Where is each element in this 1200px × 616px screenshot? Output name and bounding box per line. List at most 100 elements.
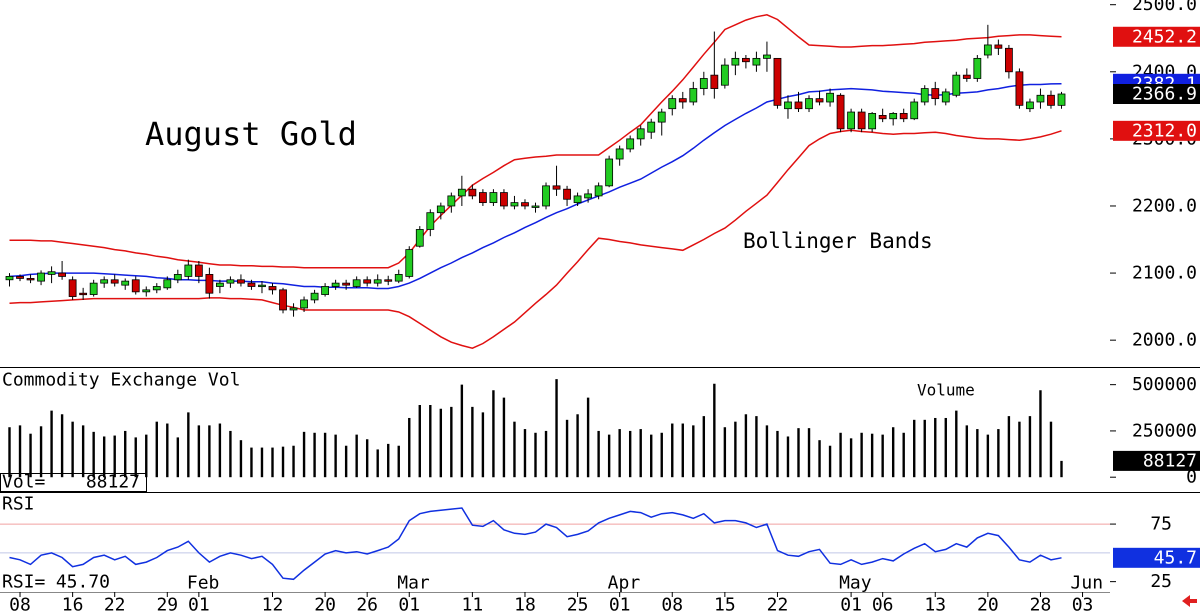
candle-body xyxy=(615,148,624,160)
x-tick-label: 16 xyxy=(62,595,84,616)
candle-body xyxy=(952,74,961,96)
candle-body xyxy=(405,249,414,277)
candle-body xyxy=(100,279,109,284)
candle-body xyxy=(58,272,66,277)
y-tick-label: 2100.0 xyxy=(1132,263,1197,284)
candle-body xyxy=(500,192,508,207)
annotation: Bollinger Bands xyxy=(743,229,933,253)
candle-body xyxy=(573,195,582,204)
candle-body xyxy=(826,92,834,103)
candle-body xyxy=(1036,94,1045,103)
rsi-readout-value: 45.70 xyxy=(56,572,110,593)
candle-body xyxy=(815,98,824,103)
candle-body xyxy=(941,91,950,103)
candle-body xyxy=(678,98,687,103)
x-tick-label: 08 xyxy=(9,595,31,616)
x-tick-label: 20 xyxy=(314,595,336,616)
volume-last-box xyxy=(1113,450,1200,471)
volume-y-tick-label: 0 xyxy=(1186,467,1197,488)
candle-body xyxy=(626,138,635,150)
scroll-arrow[interactable] xyxy=(1182,595,1197,607)
month-label: Mar xyxy=(397,573,430,594)
volume-readout-value: 88127 xyxy=(86,472,140,493)
bollinger-band xyxy=(9,83,1062,290)
candle-body xyxy=(436,205,445,214)
volume-label: Volume xyxy=(917,381,975,400)
candle-body xyxy=(752,57,761,66)
volume-y-tick-label: 250000 xyxy=(1132,420,1197,441)
candle-body xyxy=(510,202,519,207)
candle-body xyxy=(457,188,466,197)
candle-body xyxy=(605,158,614,187)
x-tick-label: 12 xyxy=(262,595,284,616)
candle-body xyxy=(1005,47,1013,73)
x-tick-label: 22 xyxy=(104,595,126,616)
candle-body xyxy=(563,188,571,200)
candle-body xyxy=(447,195,456,207)
candle-body xyxy=(310,292,319,301)
candle-body xyxy=(710,74,719,89)
x-tick-label: 25 xyxy=(567,595,589,616)
candle-body xyxy=(899,112,908,120)
x-tick-label: 06 xyxy=(872,595,894,616)
candle-body xyxy=(784,101,792,110)
band-value-box xyxy=(1113,26,1200,47)
candle-body xyxy=(1057,93,1066,106)
candle-body xyxy=(594,185,603,197)
candle-body xyxy=(805,98,813,110)
x-tick-label: 28 xyxy=(1030,595,1052,616)
candle-body xyxy=(889,112,898,120)
candle-body xyxy=(331,282,340,287)
candle-body xyxy=(300,299,308,309)
rsi-y-tick-label: 75 xyxy=(1150,514,1172,535)
volume-y-tick-label: 500000 xyxy=(1132,374,1197,395)
candle-body xyxy=(689,88,698,103)
x-tick-label: 01 xyxy=(188,595,210,616)
x-tick-label: 26 xyxy=(356,595,378,616)
candle-body xyxy=(699,78,708,89)
candle-body xyxy=(962,74,971,79)
x-tick-label: 03 xyxy=(1072,595,1094,616)
bollinger-band xyxy=(9,14,1062,269)
candle-body xyxy=(657,111,666,123)
candle-body xyxy=(321,286,330,295)
candle-body xyxy=(121,280,130,286)
candle-body xyxy=(79,292,88,296)
candle-body xyxy=(531,205,540,208)
candle-body xyxy=(279,289,287,311)
band-value-text: 2452.2 xyxy=(1132,26,1197,47)
rsi-title: RSI xyxy=(2,494,35,515)
candle-body xyxy=(742,57,750,63)
candle-body xyxy=(983,44,992,56)
candle-body xyxy=(205,274,214,294)
rsi-line xyxy=(9,507,1062,581)
month-label: May xyxy=(839,573,872,594)
candle-body xyxy=(173,274,182,281)
candle-body xyxy=(237,279,245,284)
volume-last-text: 88127 xyxy=(1143,450,1197,471)
month-label: Feb xyxy=(187,573,220,594)
candle-body xyxy=(384,279,393,282)
candle-body xyxy=(394,274,403,282)
month-label: Jun xyxy=(1071,573,1104,594)
x-tick-label: 15 xyxy=(714,595,736,616)
x-tick-label: 01 xyxy=(398,595,420,616)
candle-body xyxy=(489,192,498,204)
candle-body xyxy=(342,282,351,286)
candle-body xyxy=(373,279,382,284)
candle-body xyxy=(215,282,224,287)
x-tick-label: 18 xyxy=(514,595,536,616)
rsi-y-tick-label: 25 xyxy=(1150,571,1172,592)
candle-body xyxy=(68,279,77,297)
candle-body xyxy=(857,111,866,130)
band-value-text: 2312.0 xyxy=(1132,120,1197,141)
candle-body xyxy=(468,188,477,197)
rsi-readout-label: RSI= xyxy=(2,572,46,593)
x-tick-label: 01 xyxy=(840,595,862,616)
candle-body xyxy=(258,284,266,288)
candle-body xyxy=(110,279,119,284)
candle-body xyxy=(152,286,161,291)
